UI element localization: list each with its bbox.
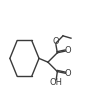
Text: OH: OH [50,78,63,87]
Text: O: O [64,69,71,78]
Text: O: O [64,46,71,55]
Text: O: O [53,37,59,46]
